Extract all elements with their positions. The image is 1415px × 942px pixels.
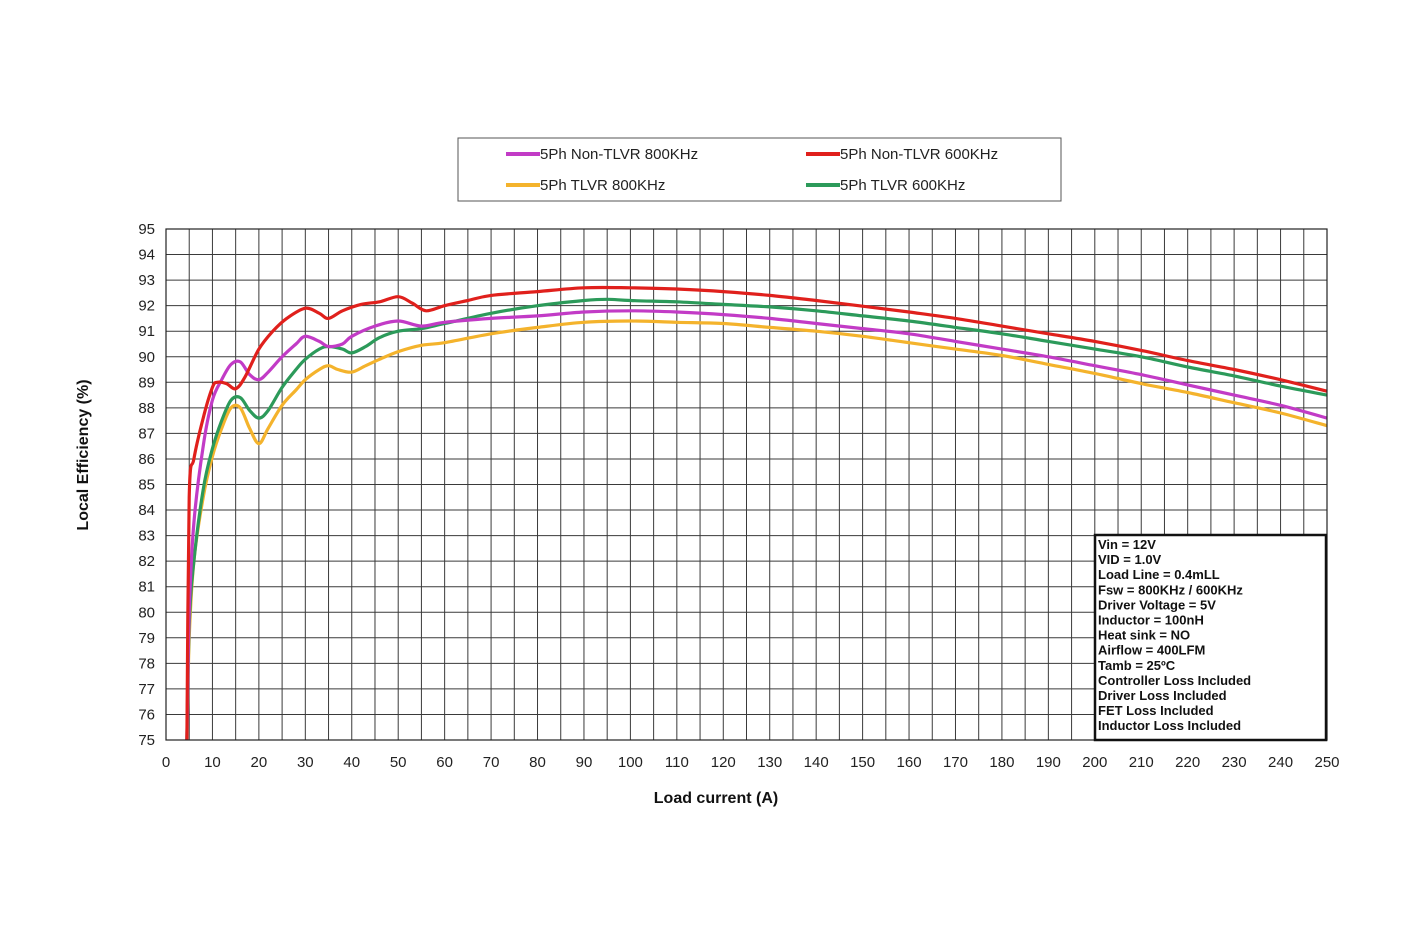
- y-tick-label: 91: [138, 323, 155, 340]
- conditions-line: Controller Loss Included: [1098, 673, 1251, 688]
- y-tick-label: 93: [138, 272, 155, 289]
- x-tick-label: 220: [1175, 754, 1200, 771]
- x-tick-label: 100: [618, 754, 643, 771]
- plot-frame: [165, 228, 1328, 741]
- legend-label-series-3: 5Ph TLVR 600KHz: [840, 177, 965, 194]
- conditions-line: Airflow = 400LFM: [1098, 643, 1205, 658]
- y-tick-label: 85: [138, 477, 155, 494]
- legend-box: [457, 137, 1062, 202]
- grid: [166, 229, 1327, 740]
- y-tick-label: 86: [138, 451, 155, 468]
- y-tick-label: 92: [138, 298, 155, 315]
- series-lines: [185, 285, 1328, 741]
- x-tick-label: 110: [665, 754, 689, 771]
- y-tick-label: 78: [138, 655, 155, 672]
- conditions-line: Heat sink = NO: [1098, 628, 1190, 643]
- conditions-line: Inductor Loss Included: [1098, 718, 1241, 733]
- y-tick-label: 90: [138, 349, 155, 366]
- conditions-line: VID = 1.0V: [1098, 552, 1162, 567]
- x-tick-label: 0: [162, 754, 170, 771]
- x-tick-label: 140: [804, 754, 829, 771]
- x-tick-label: 170: [943, 754, 968, 771]
- x-tick-label: 250: [1314, 754, 1339, 771]
- y-tick-label: 80: [138, 604, 155, 621]
- legend-label-series-2: 5Ph TLVR 800KHz: [540, 177, 665, 194]
- series-line-1: [185, 285, 1328, 741]
- series-line-0: [185, 309, 1328, 741]
- x-tick-label: 180: [989, 754, 1014, 771]
- x-tick-label: 30: [297, 754, 314, 771]
- x-tick-label: 50: [390, 754, 407, 771]
- x-tick-label: 130: [757, 754, 782, 771]
- y-tick-label: 84: [138, 502, 155, 519]
- tick-labels: 0 10 20 30 40 50 60 70 80 90 100 110 120 130 140 150 160…: [138, 221, 1339, 771]
- x-tick-label: 190: [1036, 754, 1061, 771]
- conditions-line: Load Line = 0.4mLL: [1098, 567, 1220, 582]
- legend-label-series-0: 5Ph Non-TLVR 800KHz: [540, 146, 698, 163]
- x-tick-label: 10: [204, 754, 221, 771]
- conditions-line: Driver Loss Included: [1098, 688, 1227, 703]
- y-tick-label: 88: [138, 400, 155, 417]
- y-tick-label: 77: [138, 681, 155, 698]
- conditions-line: Fsw = 800KHz / 600KHz: [1098, 582, 1243, 597]
- y-axis-title: Local Efficiency (%): [75, 379, 92, 530]
- y-tick-label: 76: [138, 706, 155, 723]
- y-tick-label: 81: [138, 579, 155, 596]
- conditions-line: Inductor = 100nH: [1098, 613, 1204, 628]
- legend: 5Ph Non-TLVR 800KHz 5Ph Non-TLVR 600KHz …: [457, 137, 1062, 202]
- x-tick-label: 70: [483, 754, 500, 771]
- conditions-box-frame: [1093, 533, 1328, 742]
- x-tick-label: 160: [897, 754, 922, 771]
- x-tick-label: 200: [1082, 754, 1107, 771]
- x-tick-label: 80: [529, 754, 546, 771]
- x-tick-label: 40: [343, 754, 360, 771]
- x-tick-label: 210: [1129, 754, 1154, 771]
- y-tick-label: 83: [138, 528, 155, 545]
- x-tick-label: 20: [251, 754, 268, 771]
- x-tick-label: 230: [1222, 754, 1247, 771]
- conditions-line: FET Loss Included: [1098, 703, 1214, 718]
- x-tick-label: 150: [850, 754, 875, 771]
- x-axis-title: Load current (A): [654, 790, 778, 807]
- y-tick-label: 82: [138, 553, 155, 570]
- x-tick-label: 60: [436, 754, 453, 771]
- conditions-line: Vin = 12V: [1098, 537, 1156, 552]
- series-line-3: [185, 297, 1328, 741]
- y-tick-label: 87: [138, 425, 155, 442]
- x-tick-label: 120: [711, 754, 736, 771]
- y-tick-label: 94: [138, 247, 155, 264]
- conditions-line: Tamb = 25ºC: [1098, 658, 1176, 673]
- x-tick-label: 240: [1268, 754, 1293, 771]
- conditions-line: Driver Voltage = 5V: [1098, 597, 1216, 612]
- y-tick-label: 95: [138, 221, 155, 238]
- y-tick-label: 89: [138, 374, 155, 391]
- legend-label-series-1: 5Ph Non-TLVR 600KHz: [840, 146, 998, 163]
- series-line-2: [185, 319, 1328, 741]
- x-tick-label: 90: [576, 754, 593, 771]
- y-tick-label: 75: [138, 732, 155, 749]
- y-tick-label: 79: [138, 630, 155, 647]
